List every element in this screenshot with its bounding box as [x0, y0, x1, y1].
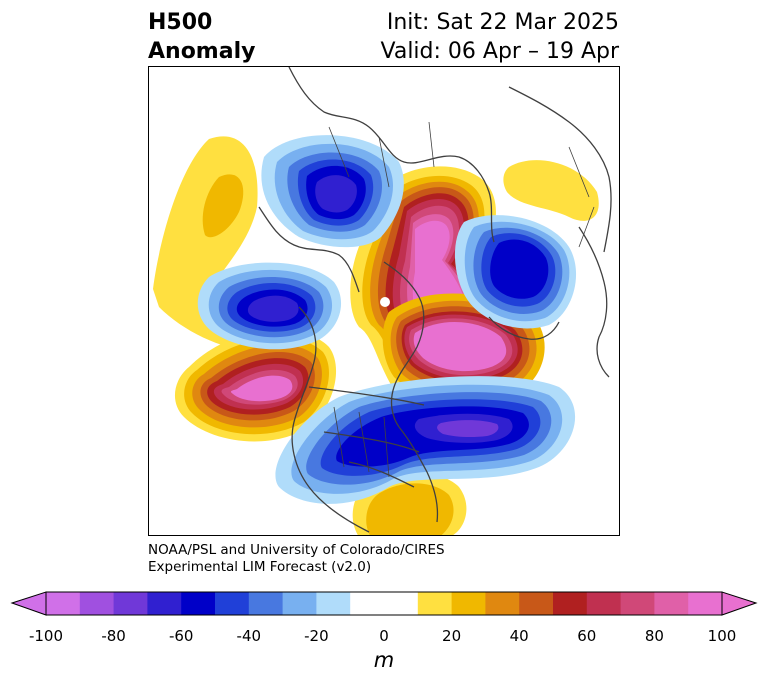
pole-marker: [380, 297, 390, 307]
coastline: [258, 206, 360, 293]
colorbar-segment: [248, 592, 284, 615]
forecast-dates: Init: Sat 22 Mar 2025 Valid: 06 Apr – 19…: [381, 8, 620, 66]
colorbar-ticks: -100 -80 -60 -40 -20 0 20 40 60 80 100: [0, 627, 768, 647]
colorbar-segment: [519, 592, 554, 615]
anomaly-contour: [153, 136, 279, 353]
anomaly-contour: [366, 483, 454, 535]
colorbar-segment: [215, 592, 250, 615]
colorbar-tick-label: -20: [304, 627, 329, 645]
map-canvas: [153, 67, 612, 535]
colorbar-segment: [46, 592, 81, 615]
coastline: [398, 426, 439, 523]
credit-line-1: NOAA/PSL and University of Colorado/CIRE…: [148, 542, 445, 558]
colorbar: [10, 591, 758, 616]
colorbar-segment: [451, 592, 486, 615]
coastline: [488, 316, 560, 340]
colorbar-segment: [553, 592, 588, 615]
colorbar-segment: [316, 592, 351, 615]
colorbar-extend-min: [10, 591, 47, 616]
colorbar-segment: [113, 592, 148, 615]
country-border: [328, 121, 595, 248]
colorbar-tick-label: -40: [236, 627, 262, 645]
colorbar-extend-max: [721, 591, 758, 616]
colorbar-tick-label: 0: [379, 627, 389, 645]
colorbar-segments: [46, 592, 723, 615]
colorbar-segment: [147, 592, 182, 615]
anomaly-contour: [315, 175, 357, 213]
colorbar-segment: [485, 592, 520, 615]
coastline: [578, 226, 610, 378]
colorbar-tick-label: -80: [101, 627, 126, 645]
anomaly-label: Anomaly: [148, 39, 256, 64]
init-date: Init: Sat 22 Mar 2025: [386, 10, 619, 35]
coastline: [288, 67, 495, 243]
colorbar-segment: [350, 592, 385, 615]
colorbar-tick-label: 60: [577, 627, 597, 645]
colorbar-segment: [688, 592, 723, 615]
units-label: m: [373, 648, 395, 672]
credit-text: NOAA/PSL and University of Colorado/CIRE…: [148, 542, 445, 576]
anomaly-contour: [230, 375, 293, 402]
colorbar-tick-label: 20: [442, 627, 462, 645]
colorbar-tick-label: -100: [28, 627, 64, 645]
coastline: [383, 261, 425, 428]
country-border: [308, 386, 425, 488]
variable-label: H500: [148, 10, 213, 35]
anomaly-contour: [247, 295, 299, 322]
colorbar-tick-label: 100: [707, 627, 737, 645]
credit-line-2: Experimental LIM Forecast (v2.0): [148, 559, 372, 575]
colorbar-tick-label: 80: [644, 627, 664, 645]
colorbar-segment: [620, 592, 655, 615]
positive-anomalies: [153, 136, 599, 535]
anomaly-contour: [413, 321, 507, 372]
colorbar-segment: [384, 592, 419, 615]
colorbar-tick-label: -60: [168, 627, 194, 645]
colorbar-segment: [282, 592, 317, 615]
anomaly-contour: [490, 239, 549, 299]
colorbar-outline: [45, 591, 723, 616]
valid-dates: Valid: 06 Apr – 19 Apr: [380, 39, 620, 64]
map-title: H500 Anomaly: [148, 8, 255, 66]
colorbar-segment: [79, 592, 115, 615]
colorbar-segment: [181, 592, 216, 615]
anomaly-contour: [503, 160, 599, 221]
colorbar-segment: [586, 592, 622, 615]
colorbar-tick-label: 40: [509, 627, 529, 645]
country-border: [333, 406, 390, 478]
anomaly-contour: [202, 174, 244, 238]
anomaly-contour: [437, 420, 499, 438]
colorbar-segment: [654, 592, 689, 615]
colorbar-segment: [417, 592, 453, 615]
coastline: [508, 86, 612, 253]
anomaly-map: [148, 66, 620, 536]
map-outlines: [258, 67, 612, 533]
coastline: [291, 306, 370, 533]
